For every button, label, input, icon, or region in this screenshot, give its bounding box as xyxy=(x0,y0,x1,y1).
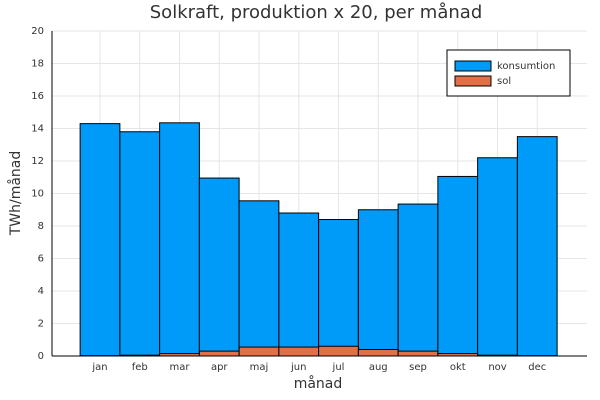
bar xyxy=(198,177,240,357)
y-axis-label: TWh/månad xyxy=(7,151,24,237)
x-tick-label: apr xyxy=(211,362,228,373)
bar xyxy=(119,131,161,357)
y-tick-label: 0 xyxy=(38,351,44,362)
x-tick-label: jan xyxy=(91,362,107,373)
x-axis-label: månad xyxy=(294,375,343,392)
x-tick-label: sep xyxy=(409,362,427,373)
y-tick-label: 10 xyxy=(31,189,44,200)
x-tick-label: dec xyxy=(528,362,546,373)
y-tick-label: 16 xyxy=(31,91,44,102)
x-tick-label: jun xyxy=(290,362,306,373)
bar xyxy=(198,350,240,357)
x-tick-label: jul xyxy=(332,362,345,373)
chart-title: Solkraft, produktion x 20, per månad xyxy=(150,2,483,23)
bar xyxy=(477,157,518,357)
y-tick-label: 12 xyxy=(31,156,44,167)
x-tick-label: nov xyxy=(488,362,506,373)
y-tick-label: 18 xyxy=(31,59,44,70)
bar xyxy=(318,219,359,357)
bar xyxy=(159,122,200,357)
x-tick-label: mar xyxy=(170,362,191,373)
y-tick-label: 6 xyxy=(38,254,44,265)
bar xyxy=(79,123,121,357)
bar xyxy=(278,212,320,357)
bar xyxy=(397,350,439,357)
bar xyxy=(238,346,280,357)
y-tick-label: 2 xyxy=(38,319,44,330)
bar xyxy=(278,346,320,357)
x-tick-label: maj xyxy=(250,362,269,373)
x-tick-label: aug xyxy=(369,362,388,373)
bar xyxy=(357,209,399,357)
y-tick-label: 14 xyxy=(31,124,44,135)
bar xyxy=(357,349,399,357)
y-tick-label: 8 xyxy=(38,221,44,232)
y-tick-label: 4 xyxy=(38,286,44,297)
bar xyxy=(238,200,280,357)
bar xyxy=(437,175,479,357)
bar xyxy=(397,203,439,357)
x-tick-label: okt xyxy=(450,362,466,373)
legend-swatch xyxy=(454,75,492,87)
bar xyxy=(516,136,558,357)
legend-label: konsumtion xyxy=(497,61,555,72)
y-tick-label: 20 xyxy=(31,26,44,37)
legend-box xyxy=(446,49,571,97)
x-tick-label: feb xyxy=(132,362,148,373)
legend-label: sol xyxy=(497,76,511,87)
legend-swatch xyxy=(454,60,492,72)
bar xyxy=(318,345,359,357)
